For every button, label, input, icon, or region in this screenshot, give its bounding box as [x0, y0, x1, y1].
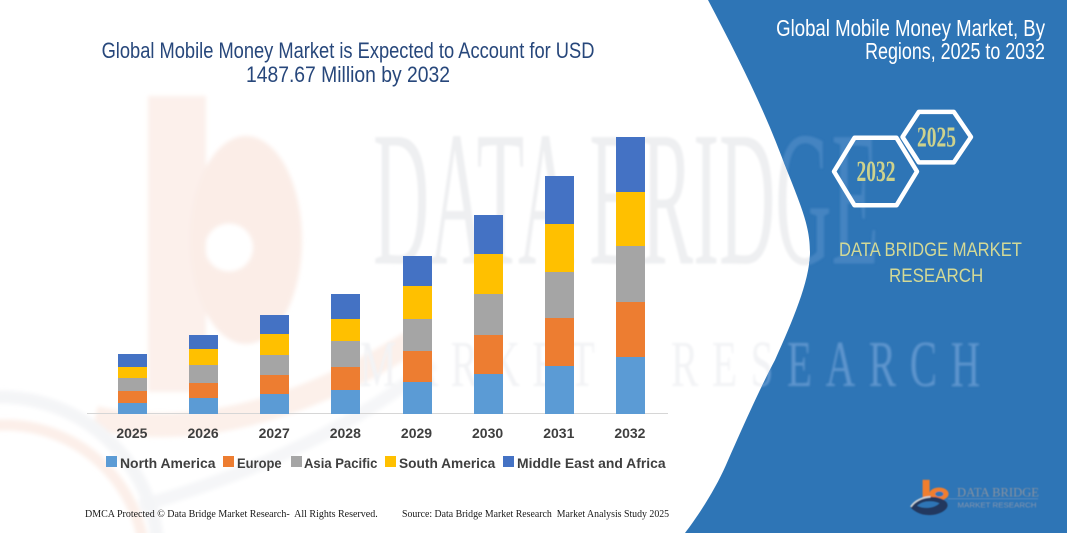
svg-text:MARKET RESEARCH: MARKET RESEARCH	[958, 503, 1037, 510]
svg-text:RESEARCH: RESEARCH	[671, 327, 994, 400]
svg-text:2032: 2032	[857, 155, 896, 188]
svg-text:DATA BRIDGE: DATA BRIDGE	[373, 92, 879, 306]
svg-text:DATA BRIDGE: DATA BRIDGE	[957, 486, 1039, 500]
svg-text:2025: 2025	[917, 122, 956, 153]
svg-text:MARKET: MARKET	[360, 327, 607, 400]
